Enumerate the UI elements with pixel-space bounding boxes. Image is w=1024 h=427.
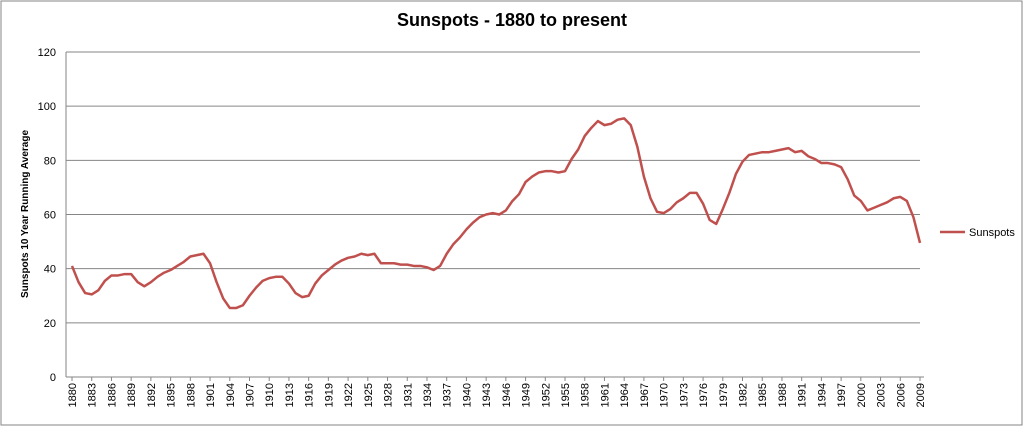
x-tick-label: 1892 [146,383,158,407]
x-tick-label: 1994 [816,383,828,407]
x-tick-label: 1946 [501,383,513,407]
y-tick-label: 60 [44,210,56,222]
x-tick-label: 1952 [540,383,552,407]
x-tick-label: 1967 [639,383,651,407]
y-tick-label: 40 [44,264,56,276]
x-tick-label: 1919 [323,383,335,407]
x-tick-label: 1970 [659,383,671,407]
y-axis-label: Sunspots 10 Year Running Average [20,130,31,298]
x-tick-label: 1916 [304,383,316,407]
x-tick-label: 1913 [284,383,296,407]
x-tick-label: 1931 [402,383,414,407]
x-tick-label: 1991 [797,383,809,407]
x-tick-label: 1961 [599,383,611,407]
x-tick-label: 2003 [876,383,888,407]
x-tick-label: 1964 [619,383,631,407]
x-tick-label: 1985 [757,383,769,407]
x-tick-label: 1982 [738,383,750,407]
x-tick-label: 1910 [264,383,276,407]
x-tick-label: 1937 [442,383,454,407]
x-tick-label: 1988 [777,383,789,407]
chart-title: Sunspots - 1880 to present [397,10,627,30]
x-tick-label: 1880 [67,383,79,407]
x-tick-label: 1898 [185,383,197,407]
x-tick-label: 1886 [106,383,118,407]
x-tick-label: 1928 [383,383,395,407]
x-tick-label: 1976 [698,383,710,407]
x-tick-label: 1973 [678,383,690,407]
x-tick-label: 1895 [166,383,178,407]
legend-label: Sunspots [969,227,1015,239]
y-tick-label: 20 [44,318,56,330]
x-tick-label: 1922 [343,383,355,407]
x-tick-label: 1901 [205,383,217,407]
x-tick-label: 2000 [856,383,868,407]
x-tick-label: 1934 [422,383,434,407]
y-tick-label: 100 [38,101,56,113]
x-tick-label: 1889 [126,383,138,407]
x-tick-label: 1997 [836,383,848,407]
x-tick-label: 1925 [363,383,375,407]
x-tick-label: 1943 [481,383,493,407]
line-series [70,117,922,310]
x-tick-label: 1979 [718,383,730,407]
x-tick-label: 1955 [560,383,572,407]
x-tick-label: 1904 [225,383,237,407]
x-tick-label: 2009 [915,383,927,407]
x-tick-label: 1949 [521,383,533,407]
y-tick-label: 0 [50,372,56,384]
x-tick-label: 1958 [580,383,592,407]
y-tick-label: 80 [44,155,56,167]
x-tick-label: 1940 [461,383,473,407]
x-tick-label: 1907 [244,383,256,407]
x-tick-label: 1883 [87,383,99,407]
y-tick-label: 120 [38,47,56,59]
x-tick-label: 2006 [895,383,907,407]
